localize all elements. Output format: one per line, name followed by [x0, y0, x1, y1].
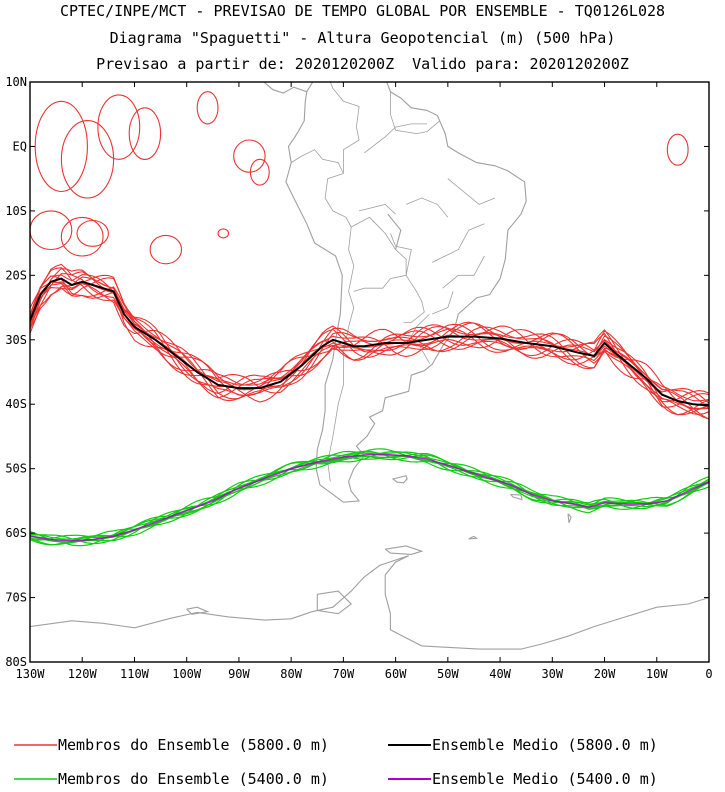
island-coastline [384, 545, 424, 555]
country-border [403, 275, 425, 323]
member-5800-cell [233, 139, 266, 173]
country-border [364, 123, 427, 154]
member-5800-cell [149, 234, 183, 265]
y-tick-label: 50S [5, 462, 27, 476]
legend-label-mean-5800: Ensemble Medio (5800.0 m) [432, 736, 658, 754]
member-5800-line [30, 271, 709, 408]
country-border [432, 223, 485, 263]
coastline-group [30, 10, 709, 650]
country-border [324, 173, 355, 482]
axis-ticks: 130W 120W 110W 100W 90W 80W 70W 60W 50W 40W 30W 20W… [5, 75, 712, 681]
y-tick-label: 10S [5, 204, 27, 218]
country-border [390, 233, 412, 276]
legend-label-member-5800: Membros do Ensemble (5800.0 m) [58, 736, 329, 754]
member-5800-cell [128, 107, 162, 160]
legend-label-member-5400: Membros do Ensemble (5400.0 m) [58, 770, 329, 788]
island-coastline [567, 513, 572, 523]
legend-label-mean-5400: Ensemble Medio (5400.0 m) [432, 770, 658, 788]
member-5800-line [30, 277, 709, 415]
x-tick-label: 40W [489, 667, 511, 681]
island-coastline [391, 475, 408, 484]
legend: Membros do Ensemble (5800.0 m) Ensemble … [14, 736, 658, 788]
x-tick-label: 130W [16, 667, 46, 681]
member-5800-cell [666, 133, 689, 166]
member-5800-cell [60, 120, 115, 199]
island-coastline [510, 493, 523, 501]
country-border [442, 255, 485, 289]
island-coastline [186, 606, 210, 615]
central-america-pacific-coastline [263, 82, 307, 94]
antarctica-coastline [30, 555, 709, 650]
island-coastline [387, 213, 402, 250]
member-5800-cell [196, 91, 219, 125]
central-america-caribbean-coastline [234, 10, 275, 79]
member-5800-cell [249, 158, 270, 186]
x-tick-label: 30W [541, 667, 563, 681]
member-5800-cell [97, 94, 141, 160]
country-border [329, 82, 360, 174]
chart-title-line-2: Diagrama "Spaguetti" - Altura Geopotenci… [109, 29, 616, 47]
country-border [405, 197, 449, 218]
member-5400-line [30, 450, 709, 543]
x-tick-label: 20W [594, 667, 616, 681]
member-5800-cell [217, 228, 230, 239]
y-tick-label: 60S [5, 526, 27, 540]
map-layer [30, 10, 709, 650]
south-america-coastline [285, 82, 527, 503]
y-tick-label: 10N [5, 75, 27, 89]
country-border [432, 291, 454, 315]
y-tick-label: 70S [5, 591, 27, 605]
member-5400-line [30, 454, 709, 546]
member-5800-cell [76, 219, 109, 247]
member-5800-line [30, 281, 709, 416]
country-border [353, 274, 407, 292]
member-5800-line [30, 274, 709, 410]
x-tick-label: 90W [228, 667, 250, 681]
y-tick-label: 20S [5, 268, 27, 282]
member-5800-line [30, 281, 709, 420]
member-5800-cell [34, 100, 88, 193]
member-5400-line [30, 454, 709, 547]
mean-5400-line [30, 453, 709, 542]
island-coastline [316, 590, 353, 615]
x-tick-label: 100W [172, 667, 202, 681]
country-border [359, 203, 396, 215]
country-border [290, 149, 344, 174]
member-5800-line [30, 263, 709, 404]
island-coastline [468, 535, 479, 540]
country-border [390, 91, 441, 135]
member-5400-line [30, 448, 709, 540]
member-5400-line [30, 451, 709, 544]
member-5800-line [30, 276, 709, 416]
chart-title-line-1: CPTEC/INPE/MCT - PREVISAO DE TEMPO GLOBA… [59, 2, 666, 20]
x-tick-label: 70W [333, 667, 355, 681]
x-tick-label: 120W [68, 667, 98, 681]
member-5800-cell [30, 210, 73, 251]
country-border [351, 216, 407, 276]
plot-frame [29, 81, 710, 663]
chart-title-line-3: Previsao a partir de: 2020120200Z Valido… [96, 55, 629, 73]
member-5800-cell [60, 216, 104, 257]
ensemble-means-layer [30, 277, 709, 542]
x-tick-label: 50W [437, 667, 459, 681]
country-border [408, 313, 430, 364]
x-tick-label: 110W [120, 667, 150, 681]
y-tick-label: 80S [5, 655, 27, 669]
x-tick-label: 10W [646, 667, 668, 681]
mean-5800-line [30, 277, 709, 407]
x-tick-label: 0 [705, 667, 712, 681]
y-tick-label: 40S [5, 397, 27, 411]
country-border [447, 178, 496, 205]
x-tick-label: 60W [385, 667, 407, 681]
ensemble-members-layer [30, 91, 709, 547]
y-tick-label: 30S [5, 333, 27, 347]
x-tick-label: 80W [280, 667, 302, 681]
y-tick-label: EQ [13, 139, 27, 153]
